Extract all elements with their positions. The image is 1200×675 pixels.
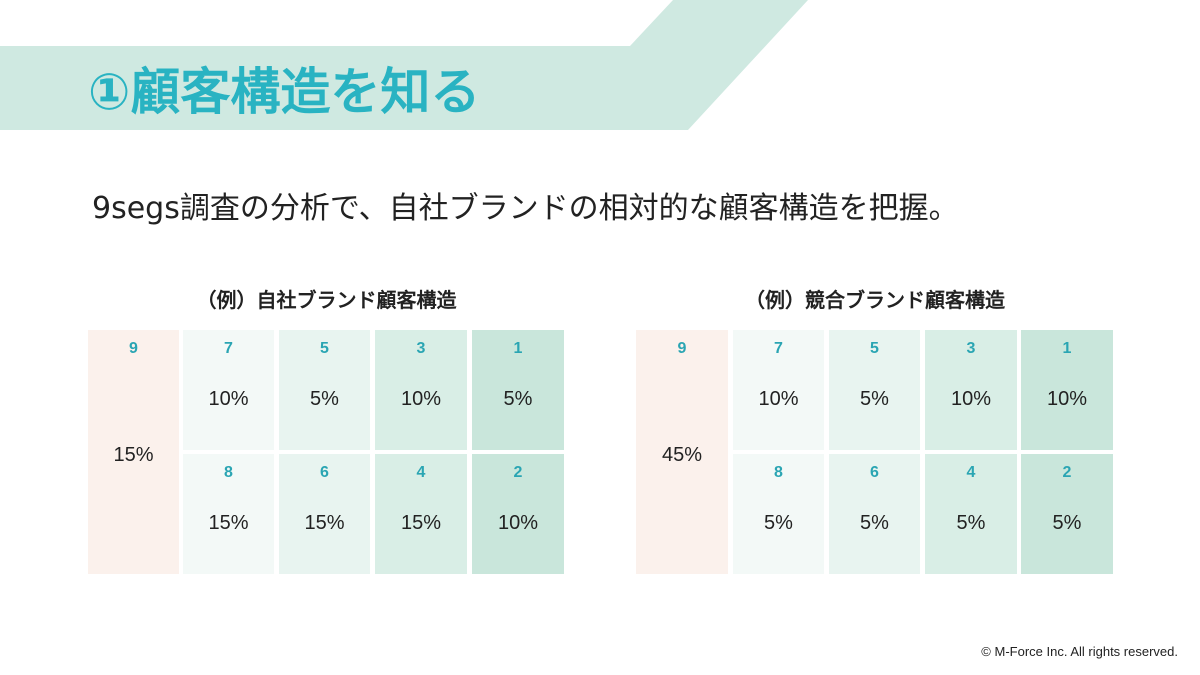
segment-1: 1 5% xyxy=(472,330,564,450)
segment-9: 9 15% xyxy=(88,330,179,574)
lead-text: 9segs調査の分析で、自社ブランドの相対的な顧客構造を把握。 xyxy=(92,191,959,226)
segment-share: 45% xyxy=(661,444,703,466)
segment-share: 15% xyxy=(304,512,345,534)
copyright-notice: © M-Force Inc. All rights reserved. xyxy=(981,644,1178,659)
segment-number: 6 xyxy=(870,464,879,481)
segment-7: 7 10% xyxy=(183,330,274,450)
banner-band xyxy=(0,0,808,130)
panel-title-competitor-brand: （例）競合ブランド顧客構造 xyxy=(745,288,1005,312)
segment-share: 5% xyxy=(764,512,793,534)
segment-share: 15% xyxy=(400,512,442,534)
segment-share: 15% xyxy=(113,444,154,466)
segment-number: 1 xyxy=(513,340,523,357)
segment-number: 7 xyxy=(774,340,783,357)
segment-share: 10% xyxy=(1046,388,1088,410)
segment-share: 10% xyxy=(208,388,249,410)
segment-2: 2 10% xyxy=(472,454,564,574)
segment-5: 5 5% xyxy=(829,330,920,450)
segment-9: 9 45% xyxy=(636,330,728,574)
segment-number: 7 xyxy=(224,340,233,357)
segment-number: 3 xyxy=(416,340,426,357)
segment-share: 5% xyxy=(310,388,339,410)
segment-share: 5% xyxy=(860,512,889,534)
segment-number: 9 xyxy=(129,340,138,357)
segment-number: 4 xyxy=(966,464,976,481)
segment-number: 4 xyxy=(416,464,426,481)
segment-number: 9 xyxy=(677,340,687,357)
segment-number: 3 xyxy=(966,340,976,357)
segment-share: 15% xyxy=(208,512,249,534)
segment-number: 8 xyxy=(224,464,233,481)
segment-number: 5 xyxy=(870,340,879,357)
segment-number: 2 xyxy=(513,464,523,481)
segment-6: 6 5% xyxy=(829,454,920,574)
segment-4: 4 5% xyxy=(925,454,1017,574)
segment-share: 10% xyxy=(758,388,799,410)
header-banner xyxy=(0,0,808,130)
segment-2: 2 5% xyxy=(1021,454,1113,574)
segment-share: 5% xyxy=(860,388,889,410)
segment-share: 5% xyxy=(503,388,533,410)
segment-3: 3 10% xyxy=(375,330,467,450)
segment-share: 10% xyxy=(950,388,992,410)
segment-8: 8 15% xyxy=(183,454,274,574)
segment-3: 3 10% xyxy=(925,330,1017,450)
segment-share: 10% xyxy=(497,512,539,534)
page-title: ①顧客構造を知る xyxy=(88,63,481,121)
segment-4: 4 15% xyxy=(375,454,467,574)
segment-number: 5 xyxy=(320,340,329,357)
segment-1: 1 10% xyxy=(1021,330,1113,450)
segment-7: 7 10% xyxy=(733,330,824,450)
segment-number: 6 xyxy=(320,464,329,481)
segment-share: 5% xyxy=(1052,512,1082,534)
segment-number: 1 xyxy=(1062,340,1072,357)
segment-5: 5 5% xyxy=(279,330,370,450)
panel-title-own-brand: （例）自社ブランド顧客構造 xyxy=(196,288,457,312)
segment-6: 6 15% xyxy=(279,454,370,574)
segment-share: 5% xyxy=(956,512,986,534)
segment-share: 10% xyxy=(400,388,442,410)
segment-8: 8 5% xyxy=(733,454,824,574)
segment-number: 8 xyxy=(774,464,783,481)
segment-number: 2 xyxy=(1062,464,1072,481)
